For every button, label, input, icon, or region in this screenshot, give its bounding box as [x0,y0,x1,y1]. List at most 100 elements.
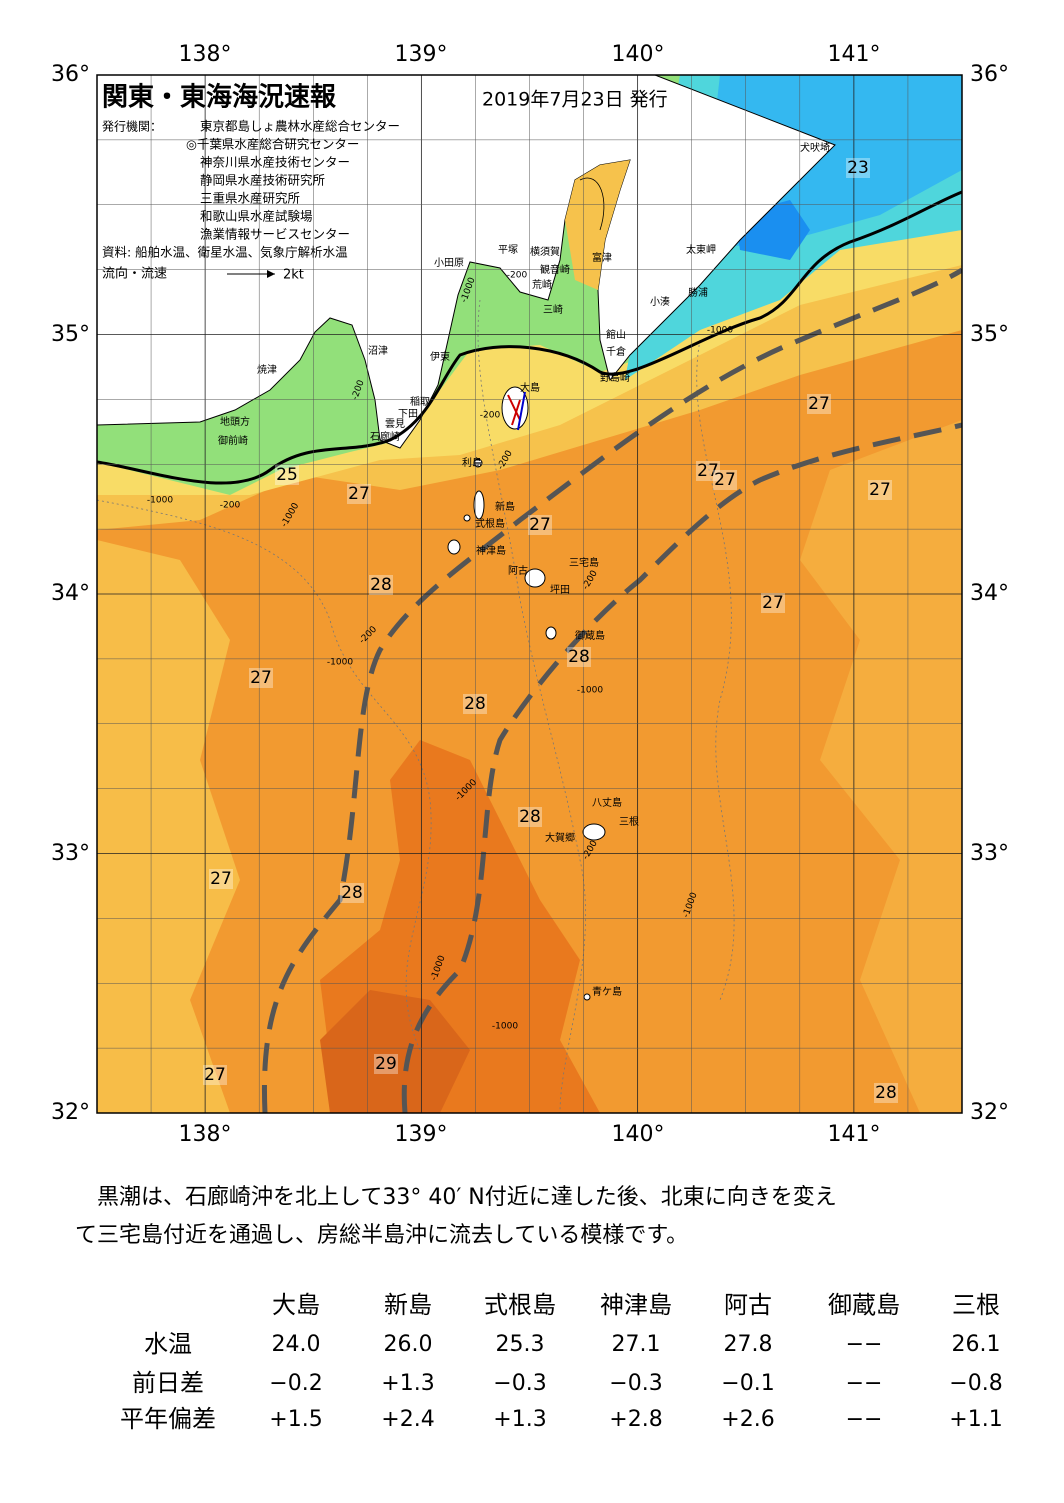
temp-label-bg [340,883,364,903]
table-cell: −− [846,1371,883,1396]
place-name: 坪田 [550,583,570,596]
table-header: 御蔵島 [828,1291,900,1319]
temperature-label: 27 [714,470,736,490]
temperature-label: 23 [847,158,869,178]
land [97,75,836,449]
temperature-label: 29 [375,1054,397,1074]
temp-label-bg [347,484,371,504]
place-name: 雲見 [385,418,405,430]
place-name: 阿古 [508,564,528,577]
temp-label-bg [209,869,233,889]
temperature-label: 27 [250,668,272,688]
temperature-label: 28 [370,575,392,595]
place-name: 小湊 [650,295,670,308]
temperature-label: 27 [529,515,551,535]
table-header: 三根 [952,1291,1000,1319]
table-header: 神津島 [600,1291,672,1319]
sea-cooler-east [800,420,962,1113]
legend-arrow-head [267,270,275,278]
place-name: 三宅島 [569,556,599,569]
place-name: 沼津 [368,344,388,357]
lat-label: 34° [970,581,1009,606]
temp-label-bg [761,593,785,613]
depth-label: -1000 [147,496,173,506]
temp-label-bg [275,465,299,485]
lon-label: 139° [395,1122,448,1147]
depth-label: -200 [220,501,241,511]
temp-label-bg [518,807,542,827]
table-cell: 26.0 [384,1332,433,1357]
lon-label: 138° [179,1122,232,1147]
issue-date: 2019年7月23日 発行 [482,89,668,111]
depth-label: -1000 [327,658,353,668]
temp-label-bg [567,647,591,667]
row-label: 水温 [144,1330,192,1358]
temperature-label: 27 [348,484,370,504]
lat-label: 34° [51,581,90,606]
table-cell: −0.2 [269,1371,322,1396]
sea-cooler-west [97,540,240,1113]
place-name: 千倉 [606,345,626,358]
publisher: 神奈川県水産技術センター [200,155,350,170]
table-cell: 24.0 [272,1332,321,1357]
table-cell: −− [846,1407,883,1432]
coast [579,177,605,231]
kuroshio [261,267,962,1113]
temp-label-bg [807,394,831,414]
row-label: 前日差 [132,1369,204,1397]
lat-label: 35° [970,322,1009,347]
place-name: 富津 [592,251,612,264]
table-cell: −0.1 [721,1371,774,1396]
place-name: 伊東 [430,350,450,363]
table-cell: 25.3 [496,1332,545,1357]
temp-label-bg [868,480,892,500]
table-cell: −0.3 [609,1371,662,1396]
lat-label: 32° [51,1100,90,1125]
temperature-label: 28 [568,647,590,667]
temp-label-bg [528,515,552,535]
current-arrows [517,391,526,431]
place-name: 太東岬 [686,243,716,256]
tokyo-bay [565,160,630,290]
place-name: 勝浦 [688,286,708,299]
place-name: 新島 [495,500,515,513]
row-label: 平年偏差 [120,1405,216,1433]
place-name: 三崎 [543,303,563,316]
table-cell: +2.4 [381,1407,434,1432]
temperature-label: 25 [276,465,298,485]
lon-label: 140° [612,42,665,67]
data-source: 資料: 船舶水温、衛星水温、気象庁解析水温 [102,245,348,260]
table-cell: +1.1 [949,1407,1002,1432]
place-name: 大島 [520,381,540,394]
place-name: 三根 [619,815,639,828]
temp-label-bg [463,694,487,714]
table-cell: +2.6 [721,1407,774,1432]
table-cell: 27.8 [724,1332,773,1357]
lat-label: 32° [970,1100,1009,1125]
publisher-label: 発行機関： [102,119,162,134]
temperature-label: 27 [697,461,719,481]
depth-label: -1000 [577,686,603,696]
temperature-label: 28 [519,807,541,827]
table-header: 式根島 [484,1291,556,1319]
place-name: 御蔵島 [575,629,605,642]
lon-label: 139° [395,42,448,67]
depth-contours [97,299,735,1113]
isotherm [97,190,962,485]
place-name: 石廊崎 [370,430,400,443]
place-name: 小田原 [434,257,464,269]
table-cell: −0.3 [493,1371,546,1396]
legend-label: 流向・流速 [102,266,167,282]
place-name: 稲取 [410,396,430,408]
legend-speed: 2kt [283,268,304,283]
place-name: 犬吠埼 [800,141,830,154]
place-name: 御前崎 [218,434,248,447]
temperature-label: 28 [464,694,486,714]
table-cell: +2.8 [609,1407,662,1432]
temp-label-bg [203,1065,227,1085]
lat-label: 33° [51,841,90,866]
map-frame [96,74,963,1114]
sea-hottest [320,990,470,1113]
table-header: 阿古 [724,1291,772,1319]
table-cell: +1.5 [269,1407,322,1432]
